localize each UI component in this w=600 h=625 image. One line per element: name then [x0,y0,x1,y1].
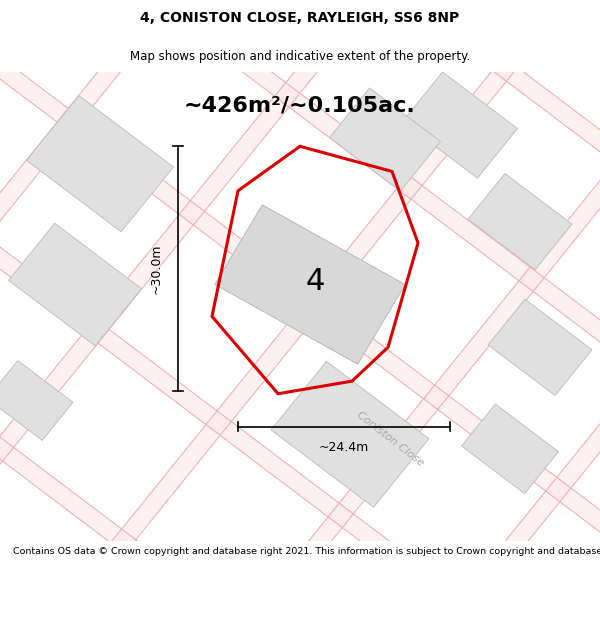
Polygon shape [403,72,517,178]
Polygon shape [305,0,600,72]
Polygon shape [488,299,592,396]
Polygon shape [329,88,440,191]
Text: Coniston Close: Coniston Close [355,410,425,468]
Polygon shape [0,53,600,625]
Polygon shape [0,361,73,441]
Polygon shape [0,171,593,625]
Polygon shape [271,361,429,508]
Text: Map shows position and indicative extent of the property.: Map shows position and indicative extent… [130,49,470,62]
Polygon shape [298,127,600,625]
Text: Contains OS data © Crown copyright and database right 2021. This information is : Contains OS data © Crown copyright and d… [13,548,600,556]
Text: 4: 4 [305,267,325,296]
Polygon shape [209,0,600,191]
Polygon shape [0,0,562,625]
Polygon shape [542,311,600,625]
Polygon shape [0,0,600,545]
Polygon shape [176,35,600,625]
Polygon shape [53,0,600,625]
Polygon shape [0,0,440,591]
Polygon shape [461,404,559,494]
Polygon shape [26,96,173,232]
Polygon shape [114,0,600,309]
Polygon shape [468,174,572,270]
Polygon shape [19,0,600,427]
Polygon shape [215,205,405,364]
Polygon shape [8,223,142,346]
Text: ~426m²/~0.105ac.: ~426m²/~0.105ac. [184,96,416,116]
Text: ~24.4m: ~24.4m [319,441,369,454]
Polygon shape [420,219,600,625]
Text: ~30.0m: ~30.0m [149,243,163,294]
Text: 4, CONISTON CLOSE, RAYLEIGH, SS6 8NP: 4, CONISTON CLOSE, RAYLEIGH, SS6 8NP [140,11,460,25]
